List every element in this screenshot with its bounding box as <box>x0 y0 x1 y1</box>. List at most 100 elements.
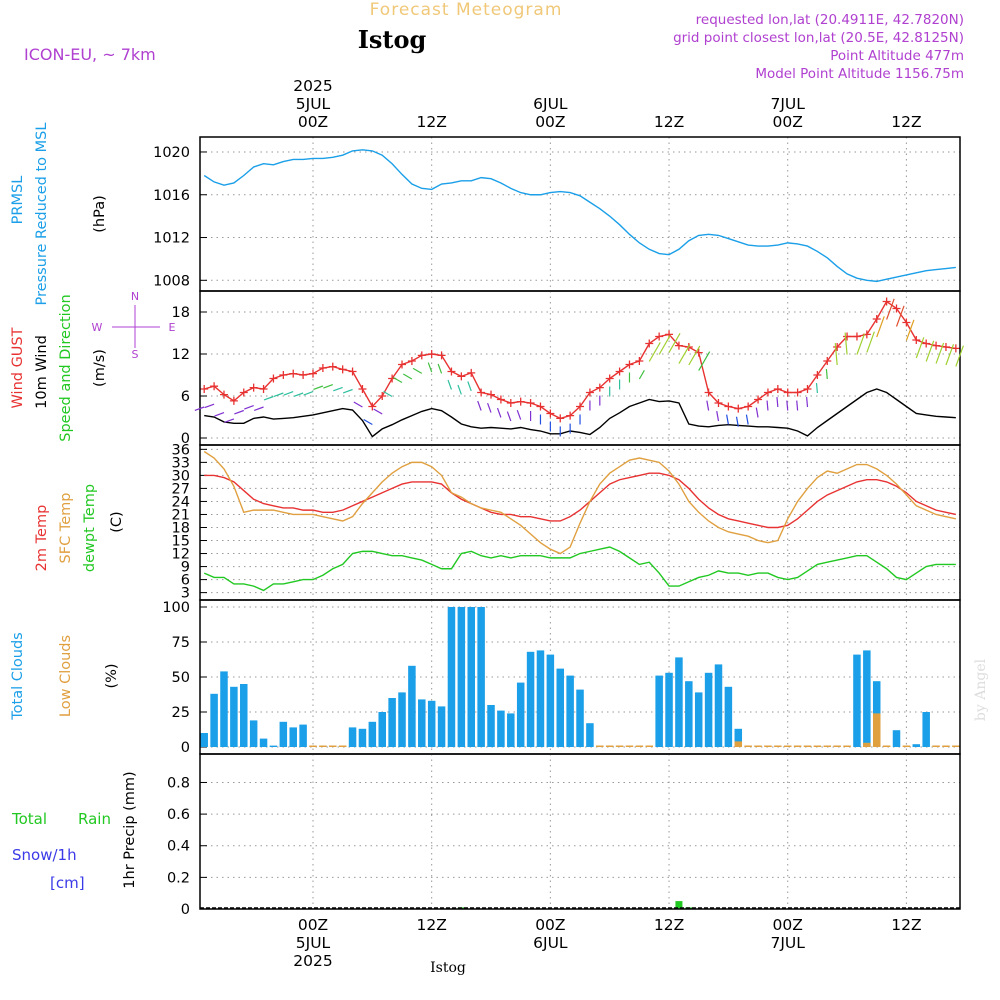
bar-total-clouds <box>665 672 673 747</box>
wind-label: 10m Wind <box>34 335 50 409</box>
compass-s: S <box>132 348 139 361</box>
panels: 1008101210161020061218369121518212427303… <box>10 123 964 918</box>
bar-total-clouds <box>526 651 535 747</box>
bar-total-clouds <box>853 654 861 747</box>
y-tick-label: 0.4 <box>167 839 190 855</box>
bar-low-clouds <box>734 741 743 747</box>
gust-marker <box>724 402 733 411</box>
bottom-axis-label: 12Z <box>891 916 921 934</box>
bar-total-clouds <box>576 689 584 747</box>
top-axis-label: 00Z <box>298 113 328 131</box>
wind-arrow <box>955 345 964 367</box>
precip-unit: 1hr Precip (mm) <box>122 771 138 888</box>
bar-total-clouds <box>863 650 871 747</box>
y-tick-label: 30 <box>172 468 190 484</box>
wind-arrow <box>477 400 482 411</box>
gust-marker <box>912 336 921 344</box>
bar-total-clouds <box>655 675 663 747</box>
y-tick-label: 27 <box>172 481 190 497</box>
gust-marker <box>437 351 446 360</box>
gust-marker <box>635 357 644 365</box>
bar-total-clouds <box>398 692 406 747</box>
bar-total-clouds <box>536 650 545 747</box>
wind-arrow <box>244 405 254 410</box>
wind-arrow <box>766 400 769 411</box>
gust-marker <box>427 350 436 358</box>
bar-zero <box>952 745 960 747</box>
series-line-prmsl <box>203 149 956 283</box>
wind-arrow <box>716 411 720 422</box>
bar-total-clouds <box>368 721 377 747</box>
wind-arrow <box>825 368 828 380</box>
gust-marker <box>467 368 476 377</box>
wind-arrow <box>745 414 749 425</box>
wind-arrow <box>806 396 809 408</box>
bar-total-clouds <box>249 720 258 747</box>
low-clouds-label: Low Clouds <box>58 635 74 717</box>
y-tick-label: 50 <box>172 670 190 686</box>
wind-arrow <box>706 400 710 411</box>
y-tick-label: 24 <box>172 494 190 510</box>
bar-total-clouds <box>378 712 386 747</box>
bar-total-clouds <box>724 686 733 747</box>
gust-marker <box>566 411 575 420</box>
bar-total-clouds <box>507 713 515 747</box>
gust-marker <box>882 297 891 306</box>
panel-frame <box>199 136 961 292</box>
bar-zero <box>645 745 654 747</box>
bar-zero <box>596 745 604 747</box>
t2m-label: 2m Temp <box>34 505 50 572</box>
compass-e: E <box>169 321 176 334</box>
gust-marker <box>833 343 842 351</box>
series-line-10m-wind <box>204 388 956 438</box>
wind-arrow <box>393 376 403 384</box>
pressure-label-long: Pressure Reduced to MSL <box>34 123 50 306</box>
bar-total-clouds <box>240 684 248 747</box>
bar-total-clouds <box>457 607 466 747</box>
wind-arrow <box>915 337 925 359</box>
bar-total-clouds <box>200 733 208 747</box>
wind-arrow <box>253 406 264 411</box>
bar-total-clouds <box>556 668 564 747</box>
gust-marker <box>843 332 852 341</box>
wind-arrow <box>935 342 945 364</box>
gust-marker <box>407 357 416 365</box>
bar-total-clouds <box>922 712 930 747</box>
gust-marker <box>200 385 209 393</box>
wind-arrow <box>234 409 244 415</box>
wind-arrow <box>755 407 759 418</box>
compass-n: N <box>131 290 139 303</box>
model-altitude: Model Point Altitude 1156.75m <box>755 66 964 82</box>
bar-zero <box>823 745 832 747</box>
y-tick-label: 0 <box>181 902 190 918</box>
wind-arrow <box>895 305 905 327</box>
y-tick-label: 100 <box>162 600 190 616</box>
gust-marker <box>358 385 367 393</box>
gust-marker <box>823 357 832 365</box>
wind-arrow <box>698 351 711 371</box>
gust-marker <box>595 383 604 392</box>
wind-arrow <box>866 331 875 353</box>
y-tick-label: 25 <box>172 705 190 721</box>
compass-w: W <box>92 321 103 334</box>
y-tick-label: 3 <box>181 586 190 602</box>
panel-labels: PRMSL Pressure Reduced to MSL (hPa) Wind GU… <box>10 123 176 892</box>
wind-arrow <box>457 384 462 395</box>
wind-arrow <box>204 403 215 409</box>
y-tick-label: 12 <box>172 547 190 563</box>
wind-arrow <box>815 382 818 394</box>
gust-marker <box>783 388 792 397</box>
wind-arrow <box>648 342 661 362</box>
bar-total-clouds <box>259 738 268 747</box>
bar-zero <box>329 745 337 747</box>
gust-marker <box>734 404 743 413</box>
wind-arrow <box>925 340 935 362</box>
bar-zero <box>635 745 644 747</box>
y-tick-label: 75 <box>172 635 190 651</box>
wind-arrow <box>323 384 333 389</box>
top-axis-label: 00Z <box>535 113 565 131</box>
bar-zero <box>803 745 812 747</box>
top-axis-label: 12Z <box>891 113 921 131</box>
